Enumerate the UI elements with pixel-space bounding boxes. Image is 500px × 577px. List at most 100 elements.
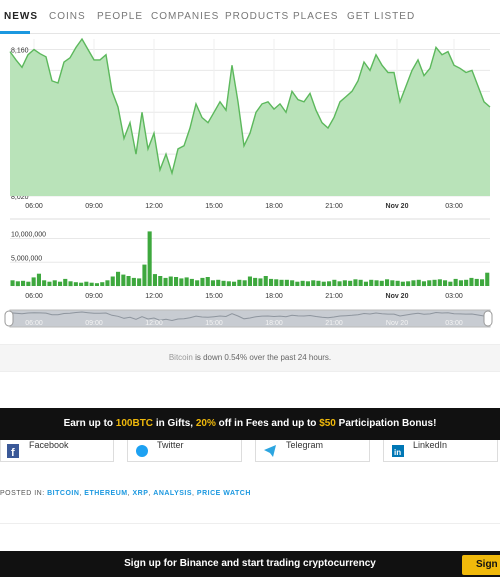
volume-bar [311, 280, 316, 286]
volume-bar [358, 279, 363, 286]
volume-bar [448, 281, 453, 286]
volume-bar [189, 278, 194, 286]
volume-bar [184, 277, 189, 286]
x-tick-label: 06:00 [25, 203, 43, 210]
volume-bar [10, 280, 15, 286]
tag-link[interactable]: ANALYSIS [153, 490, 193, 497]
price-line [9, 37, 491, 176]
volume-bar [332, 279, 337, 286]
volume-bar [79, 282, 84, 286]
x-tick-label: 09:00 [85, 293, 103, 300]
volume-bar [295, 281, 300, 286]
volume-bar [110, 276, 115, 286]
x-tick-label: 03:00 [445, 293, 463, 300]
volume-bar [210, 280, 215, 286]
volume-bar [200, 277, 205, 286]
volume-bar [258, 278, 263, 286]
share-telegram-button[interactable]: Telegram [255, 440, 370, 462]
tag-link[interactable]: BITCOIN [47, 490, 80, 497]
volume-bar [269, 278, 274, 286]
volume-bar [327, 281, 332, 287]
price-summary: Bitcoin is down 0.54% over the past 24 h… [0, 353, 500, 362]
volume-bar [374, 280, 379, 286]
promo-highlight-bonus: $50 [319, 418, 336, 429]
volume-bar [390, 280, 395, 286]
x-tick-label: 09:00 [85, 203, 103, 210]
volume-bar [216, 279, 221, 286]
facebook-icon: f [7, 444, 19, 458]
top-nav: NEWS COINS PEOPLE COMPANIES PRODUCTS PLA… [0, 0, 500, 34]
x-tick-label: 18:00 [265, 293, 283, 300]
share-facebook-button[interactable]: f Facebook [0, 440, 114, 462]
volume-bar [100, 282, 105, 286]
signup-text[interactable]: Sign up for Binance and start trading cr… [124, 558, 376, 569]
volume-bar [279, 279, 284, 286]
svg-text:in: in [394, 448, 401, 457]
volume-bar [458, 280, 463, 286]
volume-bar [168, 276, 173, 286]
x-tick-label: 12:00 [145, 293, 163, 300]
navigator-series [9, 311, 491, 322]
volume-bar [432, 279, 437, 286]
volume-bar [226, 281, 231, 287]
nav-companies[interactable]: COMPANIES [151, 11, 220, 22]
volume-bar [427, 280, 432, 286]
volume-bar [379, 280, 384, 286]
tag-link[interactable]: PRICE WATCH [196, 490, 251, 497]
share-twitter-label: Twitter [157, 440, 184, 450]
nav-active-indicator [0, 31, 30, 34]
share-linkedin-button[interactable]: in LinkedIn [383, 440, 498, 462]
volume-bar [142, 264, 147, 286]
twitter-icon [136, 445, 148, 457]
volume-bar [121, 274, 126, 286]
price-chart-container: 8,0208,0408,0608,0808,1008,1208,1408,160… [0, 34, 500, 344]
volume-bar [205, 277, 210, 286]
volume-bar [342, 280, 347, 286]
promo-text: in Gifts, [153, 418, 196, 429]
volume-bar [263, 276, 268, 286]
navigator-tick-label: Nov 20 [386, 320, 408, 327]
promo-banner[interactable]: Earn up to 100BTC in Gifts, 20% off in F… [0, 408, 500, 440]
tag-link[interactable]: XRP [132, 490, 149, 497]
nav-people[interactable]: PEOPLE [97, 11, 144, 22]
nav-products[interactable]: PRODUCTS [225, 11, 290, 22]
volume-bar [464, 279, 469, 286]
share-linkedin-label: LinkedIn [413, 440, 448, 450]
volume-bar [68, 281, 73, 287]
volume-bar [237, 279, 242, 286]
volume-bar [242, 280, 247, 286]
navigator-tick-label: 15:00 [205, 320, 223, 327]
tag-link[interactable]: ETHEREUM [84, 490, 128, 497]
volume-bar [36, 273, 41, 286]
volume-bar [421, 281, 426, 287]
nav-news[interactable]: NEWS [4, 11, 38, 22]
volume-bar [42, 280, 47, 286]
volume-bar [179, 278, 184, 286]
share-facebook-label: Facebook [29, 440, 69, 450]
volume-bar [485, 272, 490, 286]
price-x-axis: 06:00 09:00 12:00 15:00 18:00 21:00 Nov 20 03:0… [25, 203, 463, 210]
nav-places[interactable]: PLACES [293, 11, 339, 22]
nav-get-listed[interactable]: GET LISTED [347, 11, 416, 22]
volume-bar [31, 277, 36, 286]
volume-bar [385, 279, 390, 286]
volume-bar [321, 281, 326, 286]
signup-button[interactable]: Sign [462, 555, 500, 575]
navigator-tick-label: 03:00 [445, 320, 463, 327]
volume-bar [284, 279, 289, 286]
summary-coin[interactable]: Bitcoin [168, 353, 193, 362]
nav-coins[interactable]: COINS [49, 11, 86, 22]
promo-text: off in Fees and up to [215, 418, 320, 429]
volume-bar [406, 281, 411, 287]
volume-bar [274, 279, 279, 286]
volume-x-axis: 06:00 09:00 12:00 15:00 18:00 21:00 Nov 20 03:0… [25, 293, 463, 300]
share-twitter-button[interactable]: Twitter [127, 440, 242, 462]
posted-in-label: POSTED IN: [0, 490, 48, 497]
price-chart[interactable]: 8,0208,0408,0608,0808,1008,1208,1408,160… [0, 34, 500, 344]
volume-bar [411, 280, 416, 286]
range-navigator: 06:00 09:00 12:00 15:00 18:00 21:00 Nov 20 03:0… [4, 309, 493, 328]
navigator-tick-label: 12:00 [145, 320, 163, 327]
navigator-handle-left [4, 310, 14, 327]
volume-bar [474, 278, 479, 286]
